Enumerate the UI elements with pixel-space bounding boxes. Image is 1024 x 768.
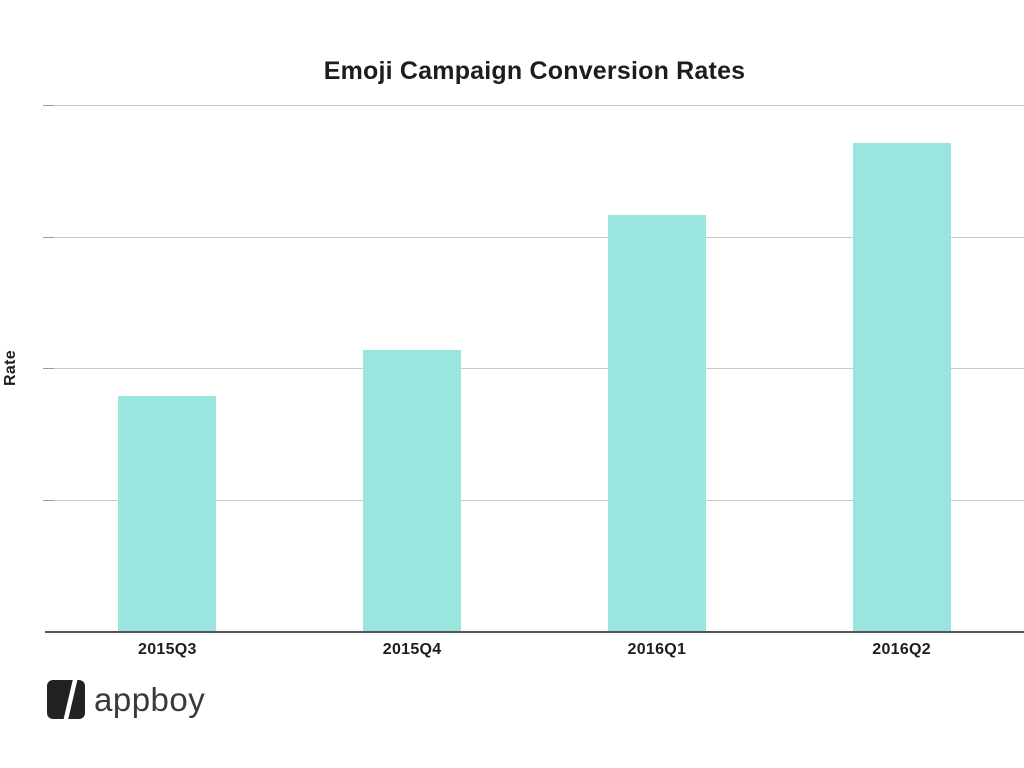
y-tick: [43, 499, 54, 501]
chart-title: Emoji Campaign Conversion Rates: [323, 57, 746, 85]
bar-slot-2015Q4: [290, 105, 535, 631]
y-gridline: [43, 105, 1024, 106]
bar-slot-2016Q2: [779, 105, 1024, 631]
brand-logo-text: appboy: [94, 681, 206, 718]
brand-logo: appboy: [47, 680, 205, 719]
y-tick: [43, 368, 54, 369]
bars-layer: [45, 105, 1024, 631]
appboy-slash-square-icon: [47, 680, 85, 719]
y-gridline: [43, 368, 1024, 369]
bar-slot-2016Q1: [535, 105, 780, 631]
bar-2016Q1: [607, 215, 706, 631]
x-tick-label-2015Q4: 2015Q4: [382, 641, 442, 658]
y-tick: [43, 105, 54, 106]
bar-2015Q3: [118, 395, 217, 631]
y-axis-label: Rate: [2, 350, 19, 386]
y-gridline: [43, 499, 1024, 501]
bar-2015Q4: [363, 349, 462, 631]
x-tick-label-2016Q1: 2016Q1: [627, 641, 687, 658]
y-tick: [43, 236, 54, 238]
bar-slot-2015Q3: [45, 105, 290, 631]
bar-2016Q2: [852, 143, 951, 631]
x-tick-label-2015Q3: 2015Q3: [138, 641, 197, 658]
y-gridline: [43, 236, 1024, 238]
x-tick-label-2016Q2: 2016Q2: [872, 641, 931, 658]
plot-area: [43, 105, 1024, 633]
x-axis-labels: 2015Q3 2015Q4 2016Q1 2016Q2: [45, 641, 1024, 659]
